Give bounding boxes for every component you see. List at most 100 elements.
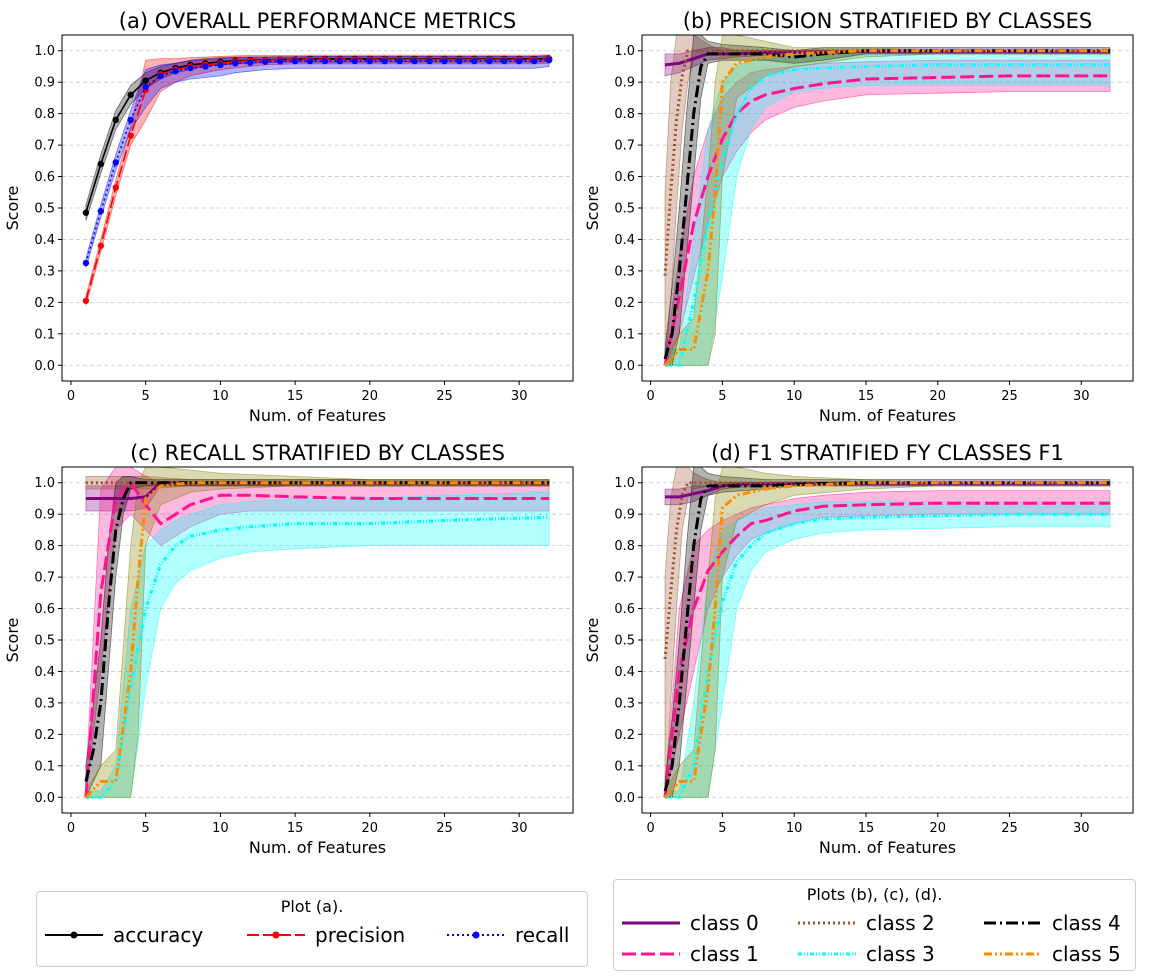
x-tick-label: 25 — [436, 389, 453, 404]
y-tick-label: 0.2 — [614, 296, 635, 311]
x-tick-label: 20 — [362, 821, 379, 836]
x-tick-label: 25 — [436, 821, 453, 836]
y-tick-label: 0.4 — [614, 665, 635, 680]
x-axis-label: Num. of Features — [249, 838, 386, 857]
legend-item: precision — [245, 923, 405, 947]
legend-label: accuracy — [113, 923, 204, 947]
legend-label: class 1 — [690, 942, 759, 966]
point-recall — [202, 63, 209, 70]
x-tick-label: 30 — [1073, 821, 1090, 836]
legend-swatch — [622, 952, 680, 956]
y-tick-label: 0.8 — [34, 107, 55, 122]
y-tick-label: 0.8 — [614, 107, 635, 122]
series-line-class2 — [663, 481, 1110, 660]
x-tick-label: 10 — [212, 389, 229, 404]
point-recall — [530, 57, 538, 65]
x-tick-label: 5 — [718, 821, 726, 836]
point-recall — [411, 57, 418, 65]
plot-area — [663, 467, 1111, 799]
series-line-class3 — [665, 63, 1110, 367]
point-recall — [262, 58, 269, 65]
legend-label: precision — [315, 923, 406, 947]
legend-swatch — [984, 921, 1042, 925]
point-recall — [127, 116, 134, 124]
x-axis-label: Num. of Features — [819, 406, 956, 425]
y-tick-label: 0.1 — [34, 759, 55, 774]
legend-item: class 4 — [982, 911, 1121, 935]
y-axis-label: Score — [583, 186, 602, 231]
legend-item: recall — [445, 923, 569, 947]
point-accuracy — [82, 209, 90, 216]
y-tick-label: 1.0 — [34, 476, 55, 491]
y-tick-label: 0.2 — [614, 728, 635, 743]
point-accuracy — [112, 116, 119, 124]
y-axis-label: Score — [583, 618, 602, 663]
point-recall — [396, 57, 403, 65]
x-tick-label: 5 — [142, 821, 150, 836]
y-tick-label: 0.9 — [34, 508, 55, 523]
series-line-class3 — [85, 515, 550, 799]
legend-swatch — [622, 921, 680, 925]
y-tick-label: 0.4 — [34, 665, 55, 680]
legend-item: accuracy — [43, 923, 203, 947]
y-tick-label: 0.7 — [34, 571, 55, 586]
chart-panel-c: 0.0 0.1 0.2 0.3 0.4 0.5 0.6 0.7 0.8 0.9 1.0 0 5 10 15 2… — [3, 441, 574, 857]
y-tick-label: 0.7 — [614, 571, 635, 586]
y-tick-label: 0.5 — [34, 634, 55, 649]
point-recall — [172, 67, 179, 75]
x-tick-label: 20 — [929, 389, 946, 404]
legend-swatch — [447, 931, 505, 939]
series-line-class5 — [663, 481, 1110, 799]
y-tick-label: 0.3 — [614, 264, 635, 279]
point-precision — [112, 184, 119, 191]
legend-item: class 0 — [620, 911, 759, 935]
point-recall — [501, 57, 508, 65]
y-axis-label: Score — [3, 618, 22, 663]
chart-panel-a: 0.0 0.1 0.2 0.3 0.4 0.5 0.6 0.7 0.8 0.9 1.0 0 5 10 15 2… — [3, 9, 574, 425]
point-recall — [142, 83, 149, 91]
point-recall — [471, 57, 478, 65]
band-recall — [85, 54, 550, 268]
chart-title: (d) F1 STRATIFIED FY CLASSES F1 — [711, 441, 1064, 465]
y-tick-label: 1.0 — [614, 44, 635, 59]
point-recall — [486, 57, 493, 65]
chart-title: (c) RECALL STRATIFIED BY CLASSES — [130, 441, 505, 465]
y-tick-label: 0.9 — [34, 76, 55, 91]
x-axis-label: Num. of Features — [249, 406, 386, 425]
x-tick-label: 20 — [929, 821, 946, 836]
series-line-class5 — [84, 481, 550, 799]
point-recall — [112, 159, 119, 166]
point-recall — [232, 60, 239, 67]
y-tick-label: 0.9 — [614, 508, 635, 523]
plot-area — [663, 35, 1111, 367]
legend-title: Plots (b), (c), (d). — [806, 885, 943, 904]
x-tick-label: 20 — [362, 389, 379, 404]
legend-label: recall — [515, 923, 570, 947]
y-tick-label: 0.5 — [614, 634, 635, 649]
x-tick-label: 30 — [511, 389, 528, 404]
y-tick-label: 0.2 — [34, 296, 55, 311]
series-line-class1 — [663, 501, 1110, 798]
x-tick-label: 30 — [1073, 389, 1090, 404]
point-recall — [321, 57, 329, 65]
y-tick-label: 0.3 — [34, 264, 55, 279]
x-tick-label: 0 — [646, 821, 654, 836]
legend-item: class 5 — [982, 942, 1121, 966]
legend-label: class 3 — [866, 942, 935, 966]
chart-title: (a) OVERALL PERFORMANCE METRICS — [119, 9, 516, 33]
legend-item: class 1 — [620, 942, 759, 966]
point-precision — [127, 132, 134, 139]
band-class3 — [664, 501, 1111, 798]
y-tick-label: 1.0 — [614, 476, 635, 491]
y-tick-label: 0.4 — [614, 233, 635, 248]
x-tick-label: 25 — [1001, 389, 1018, 404]
y-tick-label: 0.7 — [614, 139, 635, 154]
legend-label: class 4 — [1052, 911, 1121, 935]
plot-area — [82, 54, 553, 306]
point-recall — [456, 57, 463, 65]
legend-plot-a: Plot (a). accuracy precision recall — [36, 891, 588, 967]
y-tick-label: 0.1 — [34, 327, 55, 342]
point-recall — [381, 57, 388, 65]
point-recall — [247, 59, 254, 66]
